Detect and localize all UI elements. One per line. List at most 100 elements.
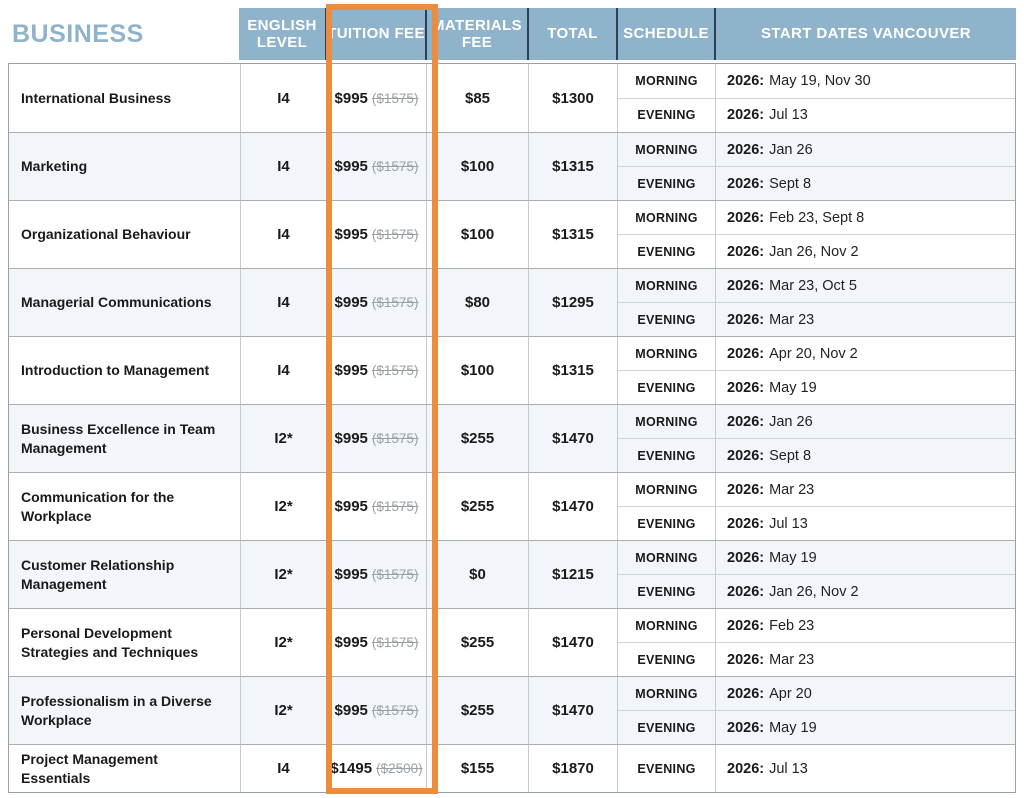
- start-dates: 2026: Feb 23: [715, 609, 1015, 642]
- tuition-current-price: $995: [334, 498, 368, 515]
- materials-fee: $80: [426, 269, 528, 336]
- start-dates: 2026: Jan 26, Nov 2: [715, 575, 1015, 608]
- schedule-label: MORNING: [635, 210, 698, 225]
- table-header-row: BUSINESS English Level Tuition Fee Mater…: [8, 8, 1016, 60]
- tuition-current-price: $995: [334, 702, 368, 719]
- schedule-and-dates: MORNING 2026: Jan 26 EVENING 2026: Sept 8: [617, 405, 1015, 472]
- start-dates-text: May 19: [769, 549, 817, 566]
- column-header-total: Total: [527, 8, 616, 60]
- schedule-subrow: EVENING 2026: Jul 13: [618, 745, 1015, 792]
- english-level: I4: [240, 133, 326, 200]
- start-dates-text: May 19: [769, 379, 817, 396]
- total-fee: $1470: [528, 609, 617, 676]
- materials-fee: $255: [426, 609, 528, 676]
- schedule-label: EVENING: [637, 516, 696, 531]
- total-fee: $1315: [528, 337, 617, 404]
- total-fee: $1315: [528, 201, 617, 268]
- english-level: I4: [240, 337, 326, 404]
- start-dates-text: Jul 13: [769, 107, 808, 124]
- start-year: 2026:: [727, 277, 765, 294]
- schedule-and-dates: EVENING 2026: Jul 13: [617, 745, 1015, 792]
- table-row: Communication for the Workplace I2* $995…: [9, 472, 1015, 540]
- materials-fee: $255: [426, 405, 528, 472]
- schedule-subrow: MORNING 2026: Feb 23: [618, 609, 1015, 642]
- schedule-subrow: EVENING 2026: Jul 13: [618, 506, 1015, 540]
- start-year: 2026:: [727, 447, 765, 464]
- table-row: International Business I4 $995 ($1575) $…: [9, 64, 1015, 132]
- start-dates-text: Sept 8: [769, 447, 812, 464]
- course-name: Professionalism in a Diverse Workplace: [21, 693, 212, 728]
- english-level: I2*: [240, 473, 326, 540]
- schedule-subrow: MORNING 2026: Jan 26: [618, 405, 1015, 438]
- start-year: 2026:: [727, 379, 765, 396]
- start-dates: 2026: Mar 23: [715, 473, 1015, 506]
- schedule-label: MORNING: [635, 618, 698, 633]
- materials-fee: $155: [426, 745, 528, 792]
- english-level: I4: [240, 64, 326, 132]
- schedule-label: MORNING: [635, 73, 698, 88]
- english-level: I2*: [240, 677, 326, 744]
- course-name: Organizational Behaviour: [21, 226, 191, 243]
- tuition-old-price: ($1575): [371, 363, 419, 378]
- start-dates-text: Sept 8: [769, 175, 812, 192]
- total-fee: $1470: [528, 405, 617, 472]
- schedule-label: EVENING: [637, 244, 696, 259]
- schedule-subrow: EVENING 2026: Sept 8: [618, 438, 1015, 472]
- schedule-and-dates: MORNING 2026: Mar 23, Oct 5 EVENING 2026:…: [617, 269, 1015, 336]
- total-fee: $1470: [528, 473, 617, 540]
- schedule-label: MORNING: [635, 550, 698, 565]
- materials-fee: $0: [426, 541, 528, 608]
- start-dates: 2026: Sept 8: [715, 167, 1015, 200]
- tuition-old-price: ($1575): [371, 295, 419, 310]
- schedule-subrow: MORNING 2026: Mar 23: [618, 473, 1015, 506]
- tuition-current-price: $995: [334, 634, 368, 651]
- schedule-label: MORNING: [635, 482, 698, 497]
- tuition-old-price: ($1575): [371, 159, 419, 174]
- tuition-fee: $995 ($1575): [326, 337, 426, 404]
- total-fee: $1295: [528, 269, 617, 336]
- course-name: Personal Development Strategies and Tech…: [21, 625, 199, 660]
- table-row: Introduction to Management I4 $995 ($157…: [9, 336, 1015, 404]
- table-row: Professionalism in a Diverse Workplace I…: [9, 676, 1015, 744]
- total-fee: $1300: [528, 64, 617, 132]
- materials-fee: $100: [426, 133, 528, 200]
- start-year: 2026:: [727, 243, 765, 260]
- schedule-label: EVENING: [637, 312, 696, 327]
- column-header-tuition-fee: Tuition Fee: [325, 8, 425, 60]
- course-name: Business Excellence in Team Management: [21, 421, 216, 456]
- table-row: Project Management Essentials I4 $1495 (…: [9, 744, 1015, 792]
- tuition-fee: $995 ($1575): [326, 269, 426, 336]
- schedule-and-dates: MORNING 2026: Mar 23 EVENING 2026: Jul 13: [617, 473, 1015, 540]
- tuition-fee: $995 ($1575): [326, 677, 426, 744]
- schedule-label: EVENING: [637, 176, 696, 191]
- schedule-subrow: MORNING 2026: Apr 20: [618, 677, 1015, 710]
- tuition-fee: $995 ($1575): [326, 405, 426, 472]
- tuition-old-price: ($1575): [371, 635, 419, 650]
- start-dates-text: Mar 23: [769, 651, 815, 668]
- materials-fee: $100: [426, 201, 528, 268]
- schedule-subrow: MORNING 2026: Apr 20, Nov 2: [618, 337, 1015, 370]
- tuition-old-price: ($2500): [376, 761, 423, 776]
- tuition-old-price: ($1575): [371, 567, 419, 582]
- column-header-start-dates: Start Dates Vancouver: [714, 8, 1016, 60]
- tuition-current-price: $995: [334, 362, 368, 379]
- start-dates-text: Mar 23: [769, 481, 815, 498]
- tuition-fee: $995 ($1575): [326, 609, 426, 676]
- schedule-label: MORNING: [635, 142, 698, 157]
- table-row: Marketing I4 $995 ($1575) $100 $1315 MOR…: [9, 132, 1015, 200]
- start-dates: 2026: Jan 26: [715, 405, 1015, 438]
- tuition-old-price: ($1575): [371, 227, 419, 242]
- start-year: 2026:: [727, 345, 765, 362]
- english-level: I2*: [240, 405, 326, 472]
- english-level: I2*: [240, 609, 326, 676]
- start-dates-text: Mar 23, Oct 5: [769, 277, 857, 294]
- tuition-old-price: ($1575): [371, 703, 419, 718]
- start-year: 2026:: [727, 583, 765, 600]
- start-dates: 2026: Mar 23: [715, 303, 1015, 336]
- start-dates-text: Jan 26: [769, 413, 813, 430]
- english-level: I4: [240, 745, 326, 792]
- start-year: 2026:: [727, 72, 765, 89]
- course-name: Communication for the Workplace: [21, 489, 175, 524]
- schedule-and-dates: MORNING 2026: Feb 23, Sept 8 EVENING 2026…: [617, 201, 1015, 268]
- start-dates-text: Mar 23: [769, 311, 815, 328]
